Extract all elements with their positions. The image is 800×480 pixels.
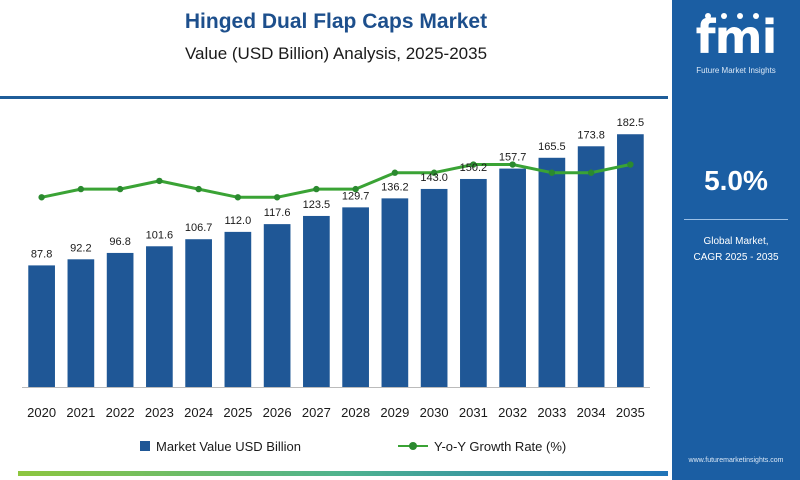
x-tick-2032: 2032 [498, 405, 527, 420]
data-label-2026: 117.6 [264, 207, 291, 219]
bar-2035 [617, 134, 644, 387]
chart-panel: Hinged Dual Flap Caps Market Value (USD … [0, 10, 668, 476]
bar-2028 [342, 207, 369, 387]
legend-line-swatch [398, 441, 428, 451]
x-tick-2034: 2034 [577, 405, 606, 420]
x-tick-2030: 2030 [420, 405, 449, 420]
bar-2022 [106, 252, 134, 387]
growth-point-2032 [509, 161, 516, 168]
growth-point-2035 [627, 161, 634, 168]
growth-point-2025 [234, 194, 242, 201]
data-label-2021: 92.2 [70, 242, 91, 254]
header-divider [0, 96, 668, 99]
data-label-2034: 173.8 [577, 129, 605, 141]
x-tick-2029: 2029 [380, 405, 409, 420]
growth-point-2028 [352, 185, 359, 193]
x-tick-2031: 2031 [459, 405, 488, 420]
legend-item-bars: Market Value USD Billion [140, 436, 301, 456]
data-label-2022: 96.8 [109, 236, 130, 248]
growth-point-2020 [38, 194, 45, 201]
data-label-2030: 143.0 [420, 172, 448, 184]
chart-subtitle: Value (USD Billion) Analysis, 2025-2035 [184, 44, 488, 63]
logo-figures-icon [700, 6, 780, 19]
data-label-2028: 129.7 [342, 190, 370, 202]
growth-point-2021 [77, 185, 85, 193]
cagr-label-line2: CAGR 2025 - 2035 [693, 252, 779, 263]
bar-2030 [420, 188, 448, 387]
x-tick-2033: 2033 [537, 405, 566, 420]
growth-point-2022 [116, 185, 124, 193]
brand-logo: fmi [695, 10, 778, 64]
x-tick-2027: 2027 [302, 405, 331, 420]
x-tick-2021: 2021 [66, 405, 95, 420]
cagr-value: 5.0% [704, 165, 768, 196]
x-tick-2023: 2023 [145, 405, 174, 420]
bar-2034 [577, 146, 605, 387]
x-tick-2020: 2020 [27, 405, 56, 420]
data-label-2029: 136.2 [381, 181, 409, 193]
data-label-2024: 106.7 [185, 222, 213, 234]
data-label-2027: 123.5 [303, 199, 331, 211]
data-label-2025: 112.0 [225, 215, 252, 227]
growth-point-2023 [156, 177, 163, 185]
bar-2023 [146, 246, 173, 387]
legend-line-label: Y-o-Y Growth Rate (%) [434, 438, 567, 454]
growth-rate-line [41, 163, 631, 199]
bar-2033 [538, 157, 566, 387]
chart-plot: 87.8 92.2 96.8 101.6 106.7 112.0 117.6 123.5 129… [22, 117, 650, 420]
growth-point-2026 [273, 194, 281, 201]
growth-point-2024 [195, 185, 202, 193]
bar-2024 [185, 239, 212, 387]
legend-bar-swatch [140, 441, 150, 451]
x-tick-2025: 2025 [223, 405, 252, 420]
sidebar: fmi Future Market Insights 5.0% Global M… [672, 0, 800, 480]
bar-2029 [381, 198, 409, 387]
brand-name: Future Market Insights [696, 66, 776, 75]
data-label-2035: 182.5 [617, 117, 645, 129]
bar-2021 [67, 259, 95, 387]
cagr-label-line1: Global Market, [703, 236, 769, 247]
x-tick-2024: 2024 [184, 405, 213, 420]
data-label-2023: 101.6 [146, 229, 174, 241]
chart-title: Hinged Dual Flap Caps Market [184, 10, 488, 33]
bar-2025 [224, 231, 252, 387]
bar-2027 [303, 215, 330, 387]
growth-point-2034 [587, 169, 595, 176]
bar-2032 [499, 168, 526, 387]
bar-2020 [28, 265, 55, 387]
x-tick-2022: 2022 [106, 405, 135, 420]
legend-item-line: Y-o-Y Growth Rate (%) [398, 436, 566, 456]
growth-point-2030 [430, 169, 438, 176]
data-label-2032: 157.7 [499, 152, 527, 164]
growth-point-2029 [391, 169, 399, 176]
x-tick-2028: 2028 [341, 405, 370, 420]
legend-bar-label: Market Value USD Billion [156, 438, 301, 454]
bar-2026 [263, 224, 291, 387]
data-label-2033: 165.5 [538, 141, 566, 153]
bar-2031 [460, 178, 487, 387]
sidebar-divider [684, 219, 788, 220]
growth-point-2031 [470, 161, 477, 168]
growth-point-2027 [313, 185, 320, 193]
data-label-2020: 87.8 [31, 248, 52, 260]
bottom-accent-bar [18, 471, 668, 476]
x-tick-2035: 2035 [616, 405, 645, 420]
x-tick-2026: 2026 [263, 405, 292, 420]
growth-point-2033 [548, 169, 556, 176]
data-label-2031: 150.2 [460, 162, 488, 174]
cagr-label: Global Market, CAGR 2025 - 2035 [672, 234, 800, 266]
website-link[interactable]: www.futuremarketinsights.com [688, 457, 784, 464]
